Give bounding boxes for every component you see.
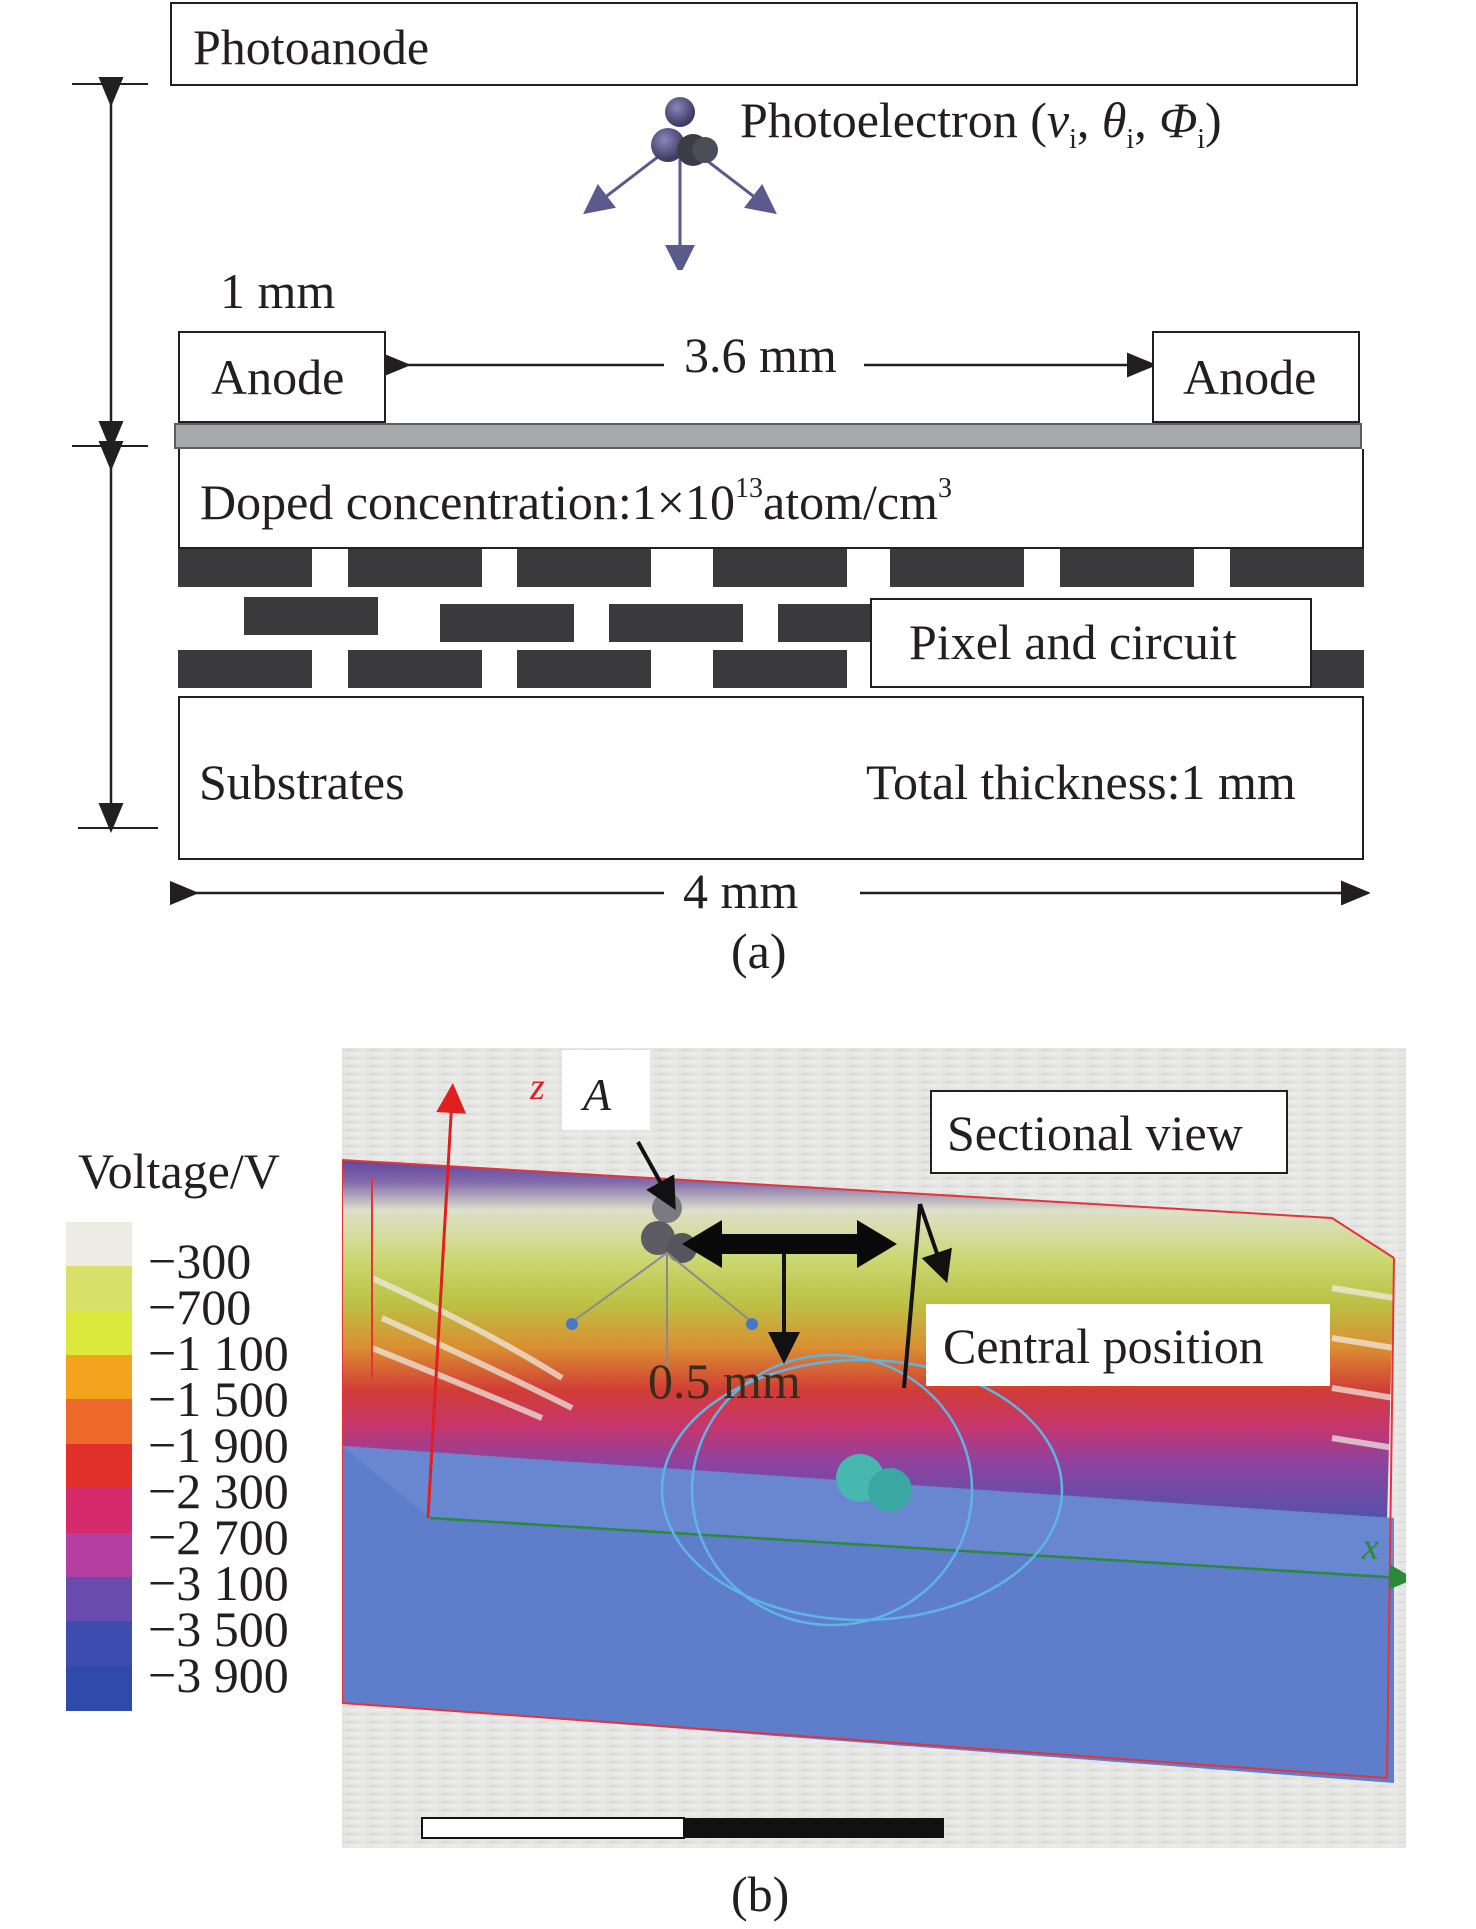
- distance-label: 0.5 mm: [648, 1356, 801, 1406]
- doped-prefix: Doped concentration:1×10: [200, 474, 735, 530]
- substrates-label: Substrates: [199, 757, 405, 807]
- pixel-block: [440, 604, 574, 642]
- colorbar-swatch: [66, 1311, 132, 1356]
- pixel-block: [517, 650, 651, 688]
- doped-unit-exp: 3: [938, 473, 952, 504]
- pe-comma-2: ,: [1134, 92, 1159, 148]
- photoanode-label: Photoanode: [193, 22, 429, 72]
- photoelectron-label: Photoelectron (vi, θi, Φi): [740, 95, 1222, 145]
- pe-v: v: [1047, 92, 1069, 148]
- colorbar-swatch: [66, 1666, 132, 1711]
- width-label: 4 mm: [683, 866, 798, 916]
- colorbar-swatch: [66, 1488, 132, 1533]
- anode-left-label: Anode: [211, 352, 344, 402]
- colorbar-tick-label: −3 900: [148, 1650, 289, 1700]
- anode-width-label: 1 mm: [220, 266, 335, 316]
- colorbar-swatches: [66, 1222, 132, 1710]
- total-thickness-label: Total thickness:1 mm: [866, 757, 1296, 807]
- colorbar-title: Voltage/V: [78, 1146, 280, 1196]
- pe-phi: Φ: [1159, 92, 1197, 148]
- sectional-view-label: Sectional view: [947, 1108, 1243, 1158]
- pixel-block: [178, 650, 312, 688]
- colorbar-swatch: [66, 1444, 132, 1489]
- doped-unit: atom/cm: [763, 474, 938, 530]
- pixel-block: [713, 549, 847, 587]
- vertical-dimension: [0, 0, 170, 840]
- doped-exp: 13: [735, 473, 763, 504]
- anode-right-label: Anode: [1183, 352, 1316, 402]
- pe-sub-3: i: [1197, 124, 1205, 155]
- pixel-block: [244, 597, 378, 635]
- colorbar-swatch: [66, 1222, 132, 1267]
- caption-a: (a): [731, 926, 787, 976]
- pixel-block: [1230, 549, 1364, 587]
- colorbar-swatch: [66, 1399, 132, 1444]
- caption-b: (b): [731, 1869, 789, 1919]
- axis-z-label: z: [530, 1068, 545, 1106]
- anode-gap-label: 3.6 mm: [684, 330, 837, 380]
- central-position-label: Central position: [943, 1321, 1264, 1371]
- pixel-block: [178, 549, 312, 587]
- colorbar-swatch: [66, 1266, 132, 1311]
- pixel-block: [1060, 549, 1194, 587]
- pe-sub-1: i: [1069, 124, 1077, 155]
- pixel-block: [348, 549, 482, 587]
- colorbar-swatch: [66, 1577, 132, 1622]
- pe-close: ): [1205, 92, 1222, 148]
- pe-theta: θ: [1102, 92, 1127, 148]
- pixel-block: [890, 549, 1024, 587]
- colorbar-swatch: [66, 1355, 132, 1400]
- pixel-block: [713, 650, 847, 688]
- colorbar-swatch: [66, 1621, 132, 1666]
- electrode-layer: [174, 423, 1362, 449]
- pixel-block: [517, 549, 651, 587]
- axis-x-label: x: [1362, 1528, 1379, 1566]
- pixel-block: [609, 604, 743, 642]
- pe-comma-1: ,: [1077, 92, 1102, 148]
- pixel-block: [1308, 650, 1364, 688]
- point-a-label: A: [583, 1072, 611, 1118]
- pixel-circuit-label: Pixel and circuit: [909, 617, 1237, 667]
- colorbar-swatch: [66, 1533, 132, 1578]
- photoelectron-text: Photoelectron (: [740, 92, 1047, 148]
- pixel-block: [348, 650, 482, 688]
- doped-concentration-label: Doped concentration:1×1013atom/cm3: [200, 477, 952, 527]
